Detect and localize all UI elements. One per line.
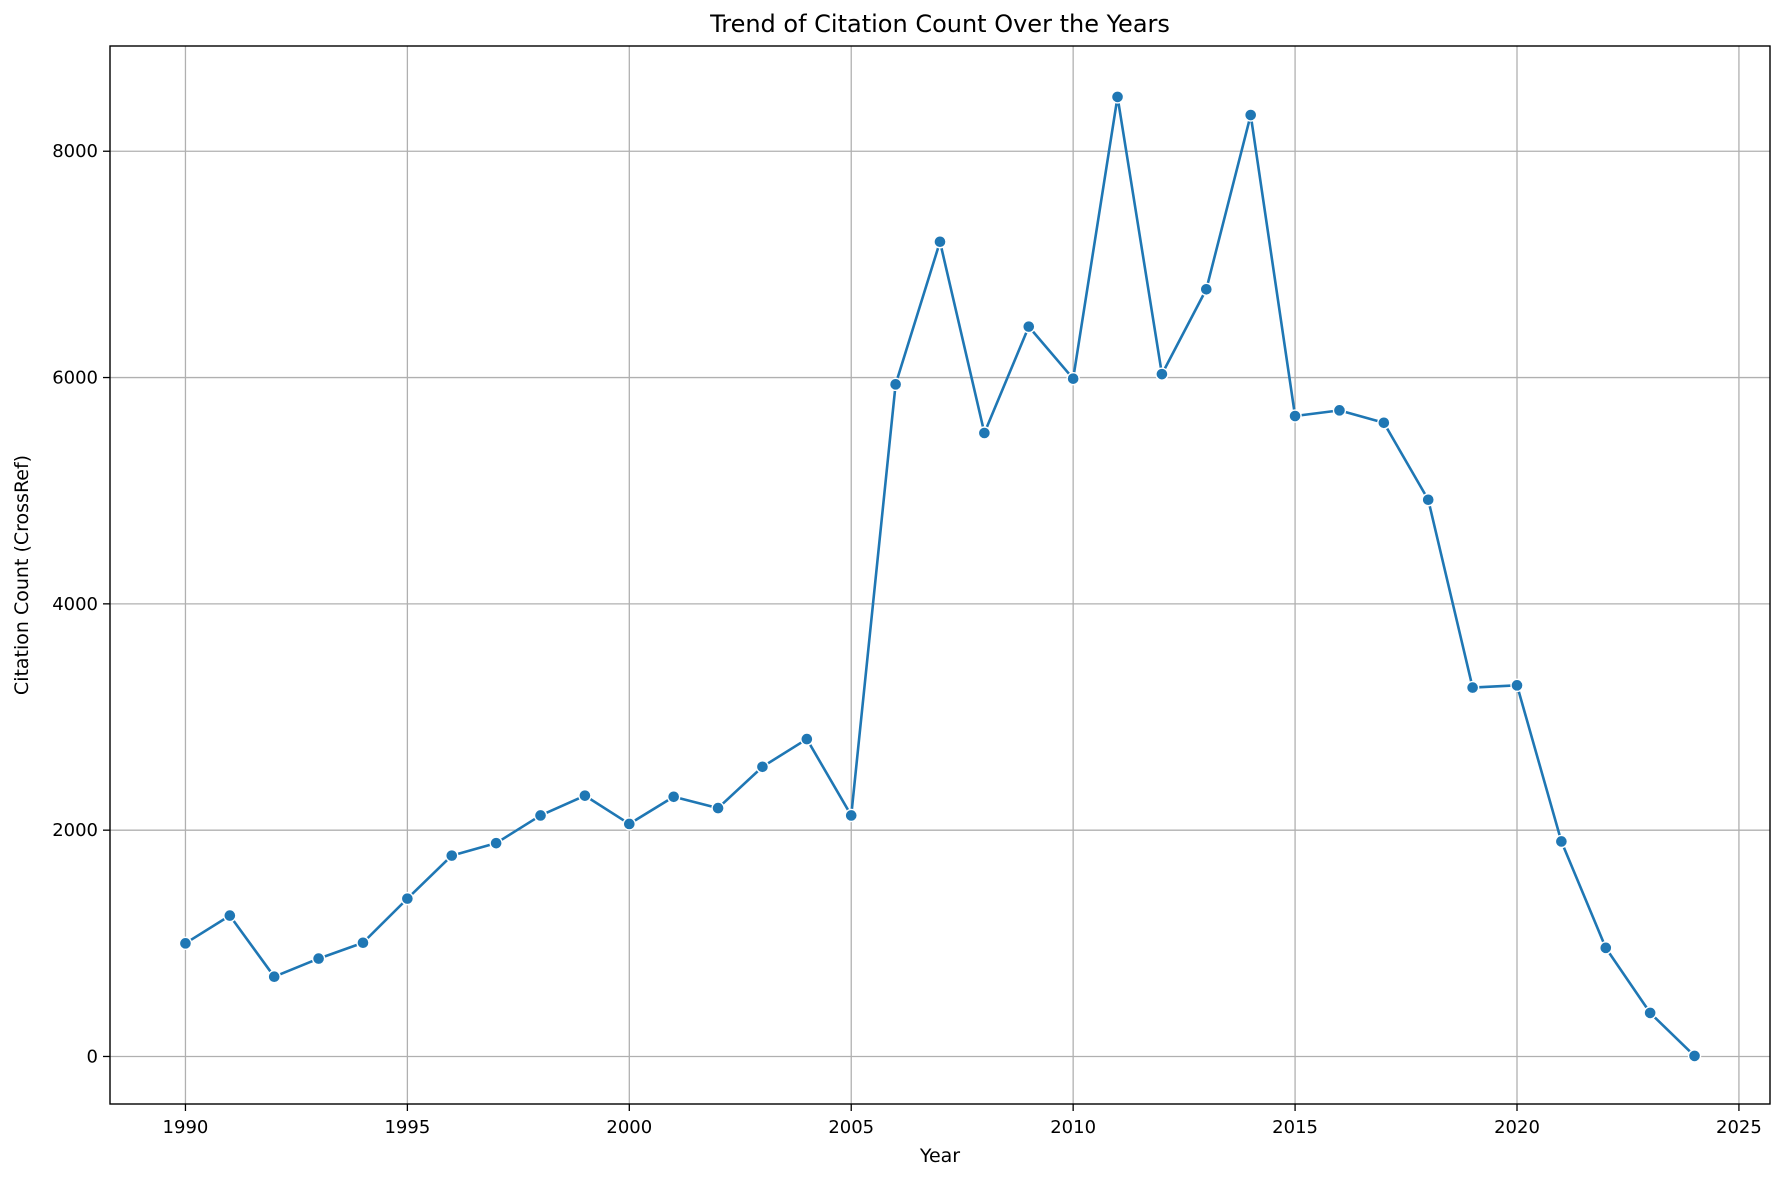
x-tick-label: 1990 bbox=[163, 1117, 209, 1138]
x-tick-label: 2000 bbox=[606, 1117, 652, 1138]
data-point bbox=[1155, 367, 1169, 381]
data-point bbox=[1643, 1006, 1657, 1020]
data-point bbox=[311, 951, 326, 966]
data-point bbox=[267, 970, 281, 984]
data-point bbox=[356, 936, 370, 950]
data-point bbox=[622, 817, 637, 831]
data-point bbox=[1687, 1049, 1702, 1063]
x-tick-label: 1995 bbox=[384, 1117, 430, 1138]
x-tick-label: 2005 bbox=[828, 1117, 874, 1138]
data-point bbox=[445, 848, 459, 863]
x-tick-label: 2010 bbox=[1050, 1117, 1096, 1138]
data-point bbox=[1554, 834, 1569, 849]
y-tick-label: 4000 bbox=[52, 594, 98, 615]
data-point bbox=[489, 836, 503, 850]
data-point bbox=[933, 235, 947, 249]
data-point bbox=[711, 801, 725, 815]
data-point bbox=[400, 891, 415, 906]
x-axis-label: Year bbox=[919, 1145, 960, 1167]
grid-lines bbox=[110, 46, 1770, 1104]
data-point bbox=[1599, 941, 1613, 955]
data-point bbox=[977, 426, 992, 440]
data-point bbox=[223, 908, 237, 923]
data-point bbox=[1465, 680, 1480, 695]
data-point bbox=[755, 760, 770, 774]
x-tick-label: 2015 bbox=[1272, 1117, 1318, 1138]
data-point bbox=[1288, 409, 1302, 423]
y-tick-label: 0 bbox=[87, 1046, 98, 1067]
data-point bbox=[1421, 493, 1435, 507]
data-point bbox=[578, 788, 592, 803]
x-tick-label: 2025 bbox=[1716, 1117, 1762, 1138]
plot-area-frame bbox=[109, 45, 1771, 1105]
data-point bbox=[888, 377, 903, 392]
y-axis-label: Citation Count (CrossRef) bbox=[11, 455, 33, 695]
series-line-group bbox=[178, 90, 1702, 1063]
data-point bbox=[666, 790, 681, 804]
data-point bbox=[1066, 371, 1080, 386]
x-tick-label: 2020 bbox=[1494, 1117, 1540, 1138]
data-point bbox=[1243, 108, 1258, 122]
y-tick-label: 6000 bbox=[52, 368, 98, 389]
data-point bbox=[1110, 90, 1125, 104]
y-tick-label: 8000 bbox=[52, 141, 98, 162]
axis-ticks: 1990 1995 2000 2005 2010 2015 2020 2025 0 2000 400… bbox=[52, 141, 1762, 1138]
data-point bbox=[1332, 403, 1347, 418]
data-point bbox=[178, 936, 193, 951]
y-tick-label: 2000 bbox=[52, 820, 98, 841]
data-point bbox=[800, 732, 814, 746]
data-point bbox=[1377, 416, 1391, 430]
data-point bbox=[1510, 678, 1524, 693]
data-point bbox=[844, 808, 858, 823]
data-point bbox=[1022, 319, 1036, 334]
data-point bbox=[1199, 282, 1214, 296]
data-point bbox=[533, 808, 548, 823]
chart-title: Trend of Citation Count Over the Years bbox=[709, 10, 1170, 38]
